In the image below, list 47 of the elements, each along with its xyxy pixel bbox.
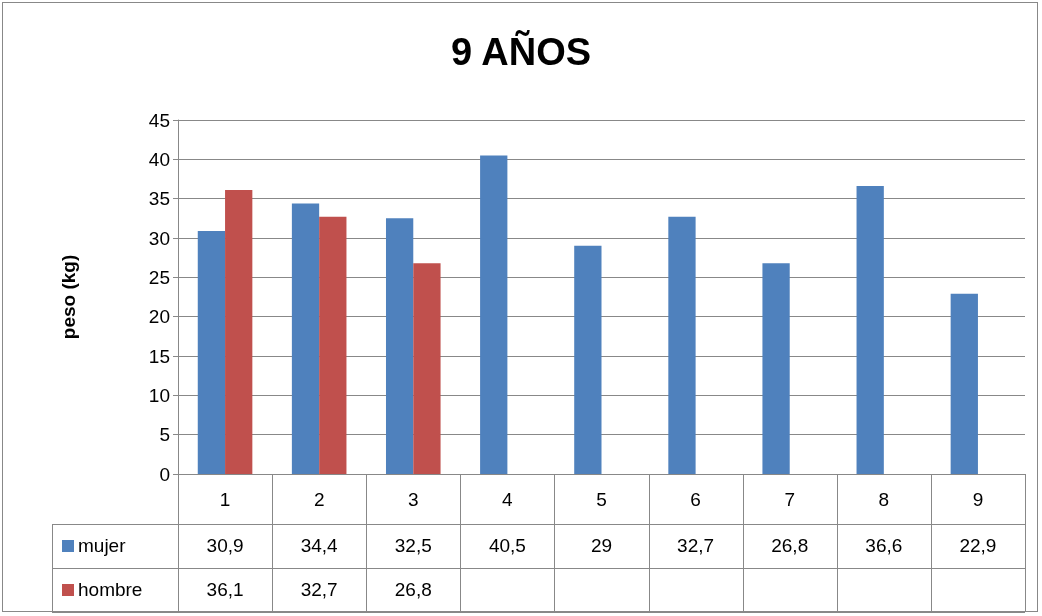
y-axis-title: peso (kg) <box>58 254 79 340</box>
data-label: 32,5 <box>393 534 433 558</box>
x-tick-label: 1 <box>219 489 231 510</box>
data-label: 22,9 <box>958 534 998 558</box>
bar <box>856 186 884 474</box>
y-tick-label: 35 <box>148 188 170 210</box>
data-label: 26,8 <box>770 534 810 558</box>
chart-title: 9 AÑOS <box>450 30 592 73</box>
x-tick-label: 2 <box>313 489 325 510</box>
x-tick-label: 7 <box>784 489 796 510</box>
x-tick-label: 9 <box>972 489 984 510</box>
bar <box>413 263 441 474</box>
x-tick-label: 5 <box>596 489 607 510</box>
x-tick-label: 3 <box>407 489 419 510</box>
data-label: 30,9 <box>205 534 245 558</box>
data-label: 36,1 <box>205 578 245 602</box>
y-tick-label: 40 <box>148 148 170 170</box>
bar <box>385 218 414 474</box>
y-tick-label: 5 <box>159 424 170 446</box>
bar <box>762 263 790 474</box>
x-tick-label: 4 <box>502 489 514 510</box>
bar <box>291 203 320 474</box>
y-tick-label: 20 <box>148 306 170 328</box>
x-tick-label: 6 <box>690 489 701 510</box>
data-label: 36,6 <box>864 534 904 558</box>
bar <box>225 190 253 474</box>
bar <box>197 230 226 474</box>
y-tick-label: 0 <box>159 463 170 485</box>
y-tick-label: 30 <box>148 227 170 249</box>
data-label: 32,7 <box>299 578 339 602</box>
data-label: 29 <box>589 534 614 558</box>
legend-label: hombre <box>78 578 143 602</box>
bar <box>319 216 347 474</box>
y-tick-label: 25 <box>148 266 170 288</box>
x-tick-label: 8 <box>878 489 890 510</box>
data-label: 26,8 <box>393 578 433 602</box>
y-tick-label: 15 <box>148 345 170 367</box>
data-label: 34,4 <box>299 534 339 558</box>
bar <box>574 245 602 474</box>
y-tick-label: 45 <box>148 109 170 131</box>
y-tick-label: 10 <box>148 384 170 406</box>
data-label: 32,7 <box>676 534 716 558</box>
legend-label: mujer <box>78 534 126 558</box>
bar <box>480 155 508 474</box>
bar <box>668 216 696 474</box>
bar <box>950 293 978 474</box>
data-label: 40,5 <box>487 534 527 558</box>
